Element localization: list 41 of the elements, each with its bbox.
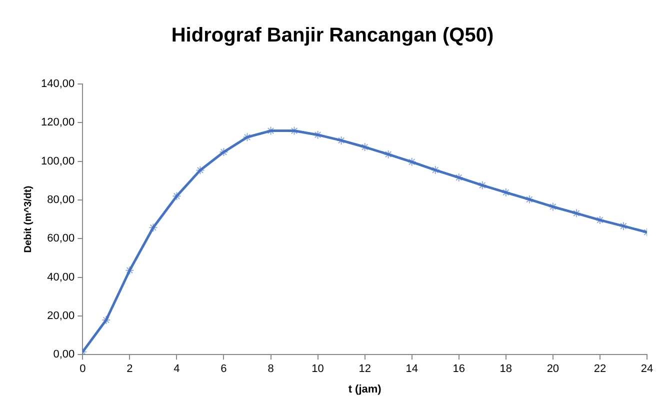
x-tick-label: 22 <box>594 363 606 376</box>
x-tick-label: 8 <box>268 363 274 376</box>
point <box>172 192 182 201</box>
point <box>336 136 346 145</box>
point <box>384 150 393 159</box>
y-tick-label: 20,00 <box>47 310 75 322</box>
point <box>524 194 534 204</box>
x-tick-label: 2 <box>126 363 133 376</box>
point <box>595 216 604 225</box>
x-tick-label: 16 <box>452 363 466 376</box>
x-axis-title: t (jam) <box>348 383 382 396</box>
point <box>572 208 581 218</box>
x-tick-label: 20 <box>546 363 560 376</box>
y-tick-label: 120,00 <box>40 116 75 129</box>
x-tick-label: 4 <box>174 363 180 376</box>
x-tick-label: 14 <box>406 363 418 376</box>
x-tick-label: 12 <box>358 363 371 376</box>
x-tick-label: 6 <box>220 363 227 376</box>
y-tick-label: 0,00 <box>53 348 75 361</box>
point <box>501 188 510 197</box>
point <box>478 180 487 190</box>
point <box>407 157 416 166</box>
point <box>196 166 205 175</box>
y-tick-label: 80,00 <box>47 194 75 206</box>
y-tick-label: 40,00 <box>47 271 75 284</box>
x-tick-label: 24 <box>640 363 654 376</box>
point <box>125 266 134 275</box>
point <box>219 148 228 157</box>
y-tick-label: 140,00 <box>40 78 75 90</box>
point <box>102 316 111 324</box>
y-tick-label: 100,00 <box>40 155 75 168</box>
chart-title: Hidrograf Banjir Rancangan (Q50) <box>171 24 494 47</box>
y-axis-title: Debit (m^3/dt) <box>22 186 34 253</box>
x-tick-label: 0 <box>80 363 86 376</box>
point <box>242 132 252 142</box>
point <box>430 166 440 175</box>
y-tick-label: 60,00 <box>47 232 75 245</box>
x-tick-label: 18 <box>500 363 512 376</box>
x-tick-label: 10 <box>312 363 324 376</box>
point <box>148 223 158 232</box>
point <box>454 173 464 182</box>
